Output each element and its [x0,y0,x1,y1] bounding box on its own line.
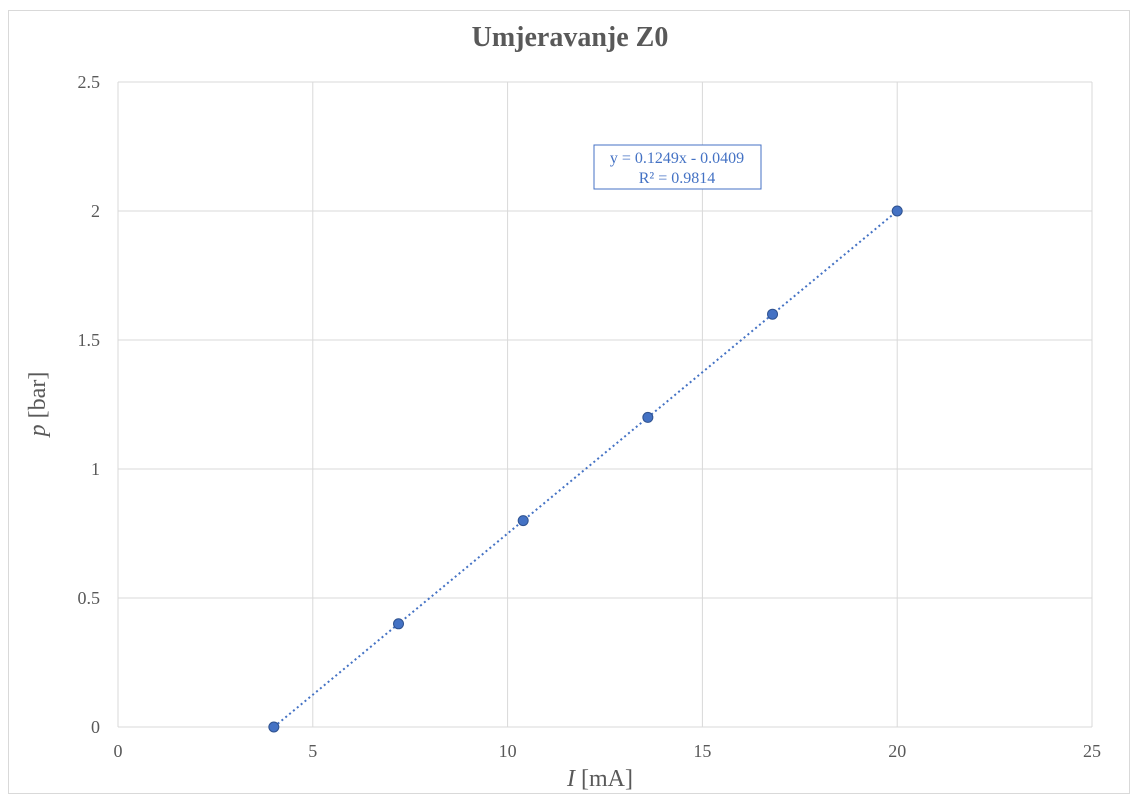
chart-title: Umjeravanje Z0 [472,22,669,53]
x-axis-title: I [mA] [566,766,633,792]
y-tick-label: 2.5 [78,72,101,92]
y-axis-ticks: 0 0.5 1 1.5 2 2.5 [78,72,101,737]
data-point [767,308,779,320]
data-point [393,618,405,630]
y-axis-title: p [bar] [25,372,51,439]
y-axis-variable: p [25,424,51,438]
y-tick-label: 1 [91,459,100,479]
trendline-label-box [593,144,762,190]
y-tick-label: 1.5 [78,330,101,350]
trendline-r-squared: R² = 0.9814 [639,170,716,187]
x-tick-label: 20 [888,741,906,761]
data-point [642,411,654,423]
grid [117,81,1093,728]
y-tick-label: 0.5 [78,588,101,608]
x-tick-label: 15 [693,741,711,761]
y-tick-label: 0 [91,717,100,737]
x-axis-variable: I [566,766,576,792]
trendline-label: y = 0.1249x - 0.0409 R² = 0.9814 [593,144,762,190]
x-tick-label: 0 [114,741,123,761]
y-tick-label: 2 [91,201,100,221]
x-axis-unit: [mA] [575,766,633,792]
x-tick-label: 10 [499,741,517,761]
data-point [517,515,529,527]
x-tick-label: 25 [1083,741,1101,761]
x-tick-label: 5 [308,741,317,761]
y-axis-unit: [bar] [25,372,51,425]
chart-frame [8,10,1130,794]
trendline-equation: y = 0.1249x - 0.0409 [610,150,744,167]
data-point [891,205,903,217]
x-axis-ticks: 0 5 10 15 20 25 [114,741,1102,761]
data-points [268,205,903,733]
data-point [268,721,280,733]
